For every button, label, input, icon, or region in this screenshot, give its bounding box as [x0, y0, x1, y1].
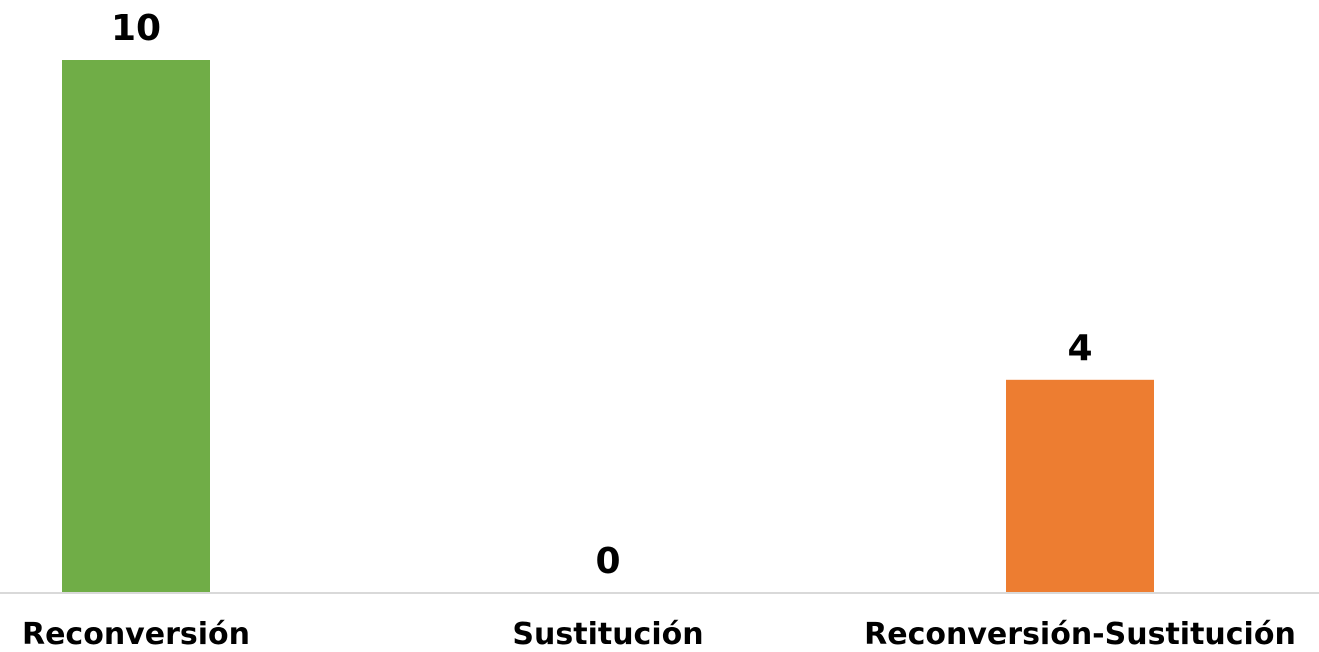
- data-label-1: 0: [595, 541, 620, 582]
- data-label-2: 4: [1067, 328, 1092, 369]
- bar-0: [62, 60, 210, 593]
- bars-group: [62, 60, 1154, 593]
- category-label-2: Reconversión-Sustitución: [864, 617, 1296, 652]
- category-label-0: Reconversión: [22, 617, 250, 652]
- data-labels-group: 10 0 4: [111, 8, 1093, 582]
- data-label-0: 10: [111, 8, 161, 49]
- bar-2: [1006, 379, 1154, 593]
- category-labels-group: Reconversión Sustitución Reconversión-Sust…: [22, 617, 1296, 652]
- category-label-1: Sustitución: [512, 617, 703, 652]
